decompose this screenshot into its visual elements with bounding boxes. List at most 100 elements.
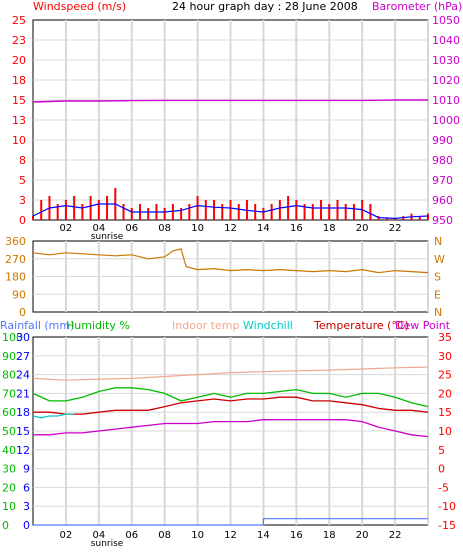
bottom-x-tick: 18 bbox=[323, 530, 336, 541]
bottom-x-tick: 12 bbox=[224, 530, 237, 541]
humidity-tick: 90 bbox=[2, 350, 16, 363]
dewpoint-line bbox=[33, 419, 429, 438]
bottom-x-tick: 20 bbox=[356, 530, 369, 541]
direction-compass-tick: E bbox=[434, 288, 441, 301]
barometer-tick: 960 bbox=[432, 194, 453, 207]
top-x-tick: 22 bbox=[389, 223, 402, 234]
barometer-tick: 950 bbox=[432, 214, 453, 227]
humidity-tick: 40 bbox=[2, 444, 16, 457]
wind-gust-bar bbox=[262, 208, 265, 220]
top-x-tick: 20 bbox=[356, 223, 369, 234]
windspeed-label: Windspeed (m/s) bbox=[33, 0, 126, 13]
barometer-tick: 1040 bbox=[432, 34, 460, 47]
humidity-tick: 20 bbox=[2, 481, 16, 494]
legend-windchill: Windchill bbox=[243, 319, 293, 332]
humidity-tick: 0 bbox=[2, 519, 9, 532]
wind-gust-bar bbox=[270, 204, 273, 220]
humidity-tick: 50 bbox=[2, 425, 16, 438]
windspeed-tick: 20 bbox=[12, 54, 26, 67]
temperature-tick: 20 bbox=[438, 387, 452, 400]
rainfall-tick: 0 bbox=[23, 519, 30, 532]
direction-compass-tick: S bbox=[434, 271, 441, 284]
barometer-tick: 1000 bbox=[432, 114, 460, 127]
temperature-tick: 25 bbox=[438, 369, 452, 382]
barometer-tick: 980 bbox=[432, 154, 453, 167]
wind-gust-bar bbox=[237, 204, 240, 220]
barometer-tick: 1050 bbox=[432, 14, 460, 27]
windspeed-tick: 15 bbox=[12, 94, 26, 107]
wind-gust-bar bbox=[81, 204, 84, 220]
wind-gust-bar bbox=[130, 208, 133, 220]
wind-gust-bar bbox=[204, 200, 207, 220]
wind-gust-bar bbox=[328, 204, 331, 220]
wind-gust-bar bbox=[427, 213, 429, 220]
barometer-tick: 990 bbox=[432, 134, 453, 147]
wind-gust-bar bbox=[188, 204, 191, 220]
barometer-tick: 1030 bbox=[432, 54, 460, 67]
wind-gust-bar bbox=[295, 200, 298, 220]
top-x-tick: 02 bbox=[60, 223, 73, 234]
wind-gust-bar bbox=[311, 204, 314, 220]
bottom-x-tick: 06 bbox=[125, 530, 138, 541]
wind-gust-bar bbox=[106, 196, 109, 220]
humidity-line bbox=[32, 387, 429, 408]
rainfall-tick: 6 bbox=[23, 481, 30, 494]
windspeed-tick: 10 bbox=[12, 134, 26, 147]
wind-gust-bar bbox=[97, 200, 100, 220]
rainfall-tick: 9 bbox=[23, 463, 30, 476]
top-x-tick: 14 bbox=[257, 223, 270, 234]
temperature-tick: 35 bbox=[438, 331, 452, 344]
humidity-tick: 30 bbox=[2, 463, 16, 476]
wind-gust-bar bbox=[303, 204, 306, 220]
direction-degree-tick: 360 bbox=[5, 235, 26, 248]
legend-indoor: Indoor temp bbox=[172, 319, 239, 332]
rainfall-tick: 21 bbox=[16, 387, 30, 400]
indoor-temp-line bbox=[32, 366, 429, 381]
wind-gust-bar bbox=[320, 200, 323, 220]
top-x-tick: 10 bbox=[191, 223, 204, 234]
bottom-x-tick: 08 bbox=[158, 530, 171, 541]
barometer-tick: 1010 bbox=[432, 94, 460, 107]
direction-compass-tick: W bbox=[434, 253, 445, 266]
rainfall-tick: 18 bbox=[16, 406, 30, 419]
bottom-x-tick: 22 bbox=[389, 530, 402, 541]
windspeed-tick: 0 bbox=[19, 214, 26, 227]
windspeed-tick: 8 bbox=[19, 154, 26, 167]
wind-gust-bar bbox=[336, 200, 339, 220]
bottom-sunrise-label: sunrise bbox=[91, 539, 124, 549]
bottom-x-tick: 16 bbox=[290, 530, 303, 541]
temperature-tick: 0 bbox=[438, 463, 445, 476]
windspeed-tick: 13 bbox=[12, 114, 26, 127]
wind-gust-bar bbox=[89, 196, 92, 220]
wind-gust-bar bbox=[56, 204, 59, 220]
wind-gust-bar bbox=[229, 200, 232, 220]
temperature-line bbox=[33, 396, 429, 415]
legend-temperature: Temperature (°C) bbox=[313, 319, 409, 332]
direction-compass-tick: N bbox=[434, 306, 442, 319]
temperature-tick: -10 bbox=[438, 500, 456, 513]
rainfall-tick: 27 bbox=[16, 350, 30, 363]
top-sunrise-label: sunrise bbox=[91, 232, 124, 242]
wind-gust-bar bbox=[278, 200, 281, 220]
wind-gust-bar bbox=[32, 216, 34, 220]
windspeed-tick: 25 bbox=[12, 14, 26, 27]
direction-degree-tick: 90 bbox=[12, 288, 26, 301]
direction-degree-tick: 270 bbox=[5, 253, 26, 266]
temperature-tick: 15 bbox=[438, 406, 452, 419]
top-x-tick: 08 bbox=[158, 223, 171, 234]
graph-title: 24 hour graph day : 28 June 2008 bbox=[172, 0, 358, 13]
humidity-tick: 80 bbox=[2, 369, 16, 382]
barometer-label: Barometer (hPa) bbox=[372, 0, 462, 13]
wind-gust-bar bbox=[254, 204, 257, 220]
rainfall-line bbox=[33, 518, 428, 526]
legend-rainfall: Rainfall (mm) bbox=[0, 319, 74, 332]
wind-gust-bar bbox=[221, 204, 224, 220]
windspeed-tick: 23 bbox=[12, 34, 26, 47]
wind-gust-bar bbox=[344, 204, 347, 220]
bottom-x-tick: 14 bbox=[257, 530, 270, 541]
wind-gust-bar bbox=[213, 200, 216, 220]
wind-gust-bar bbox=[352, 204, 355, 220]
humidity-tick: 10 bbox=[2, 500, 16, 513]
direction-degree-tick: 180 bbox=[5, 271, 26, 284]
